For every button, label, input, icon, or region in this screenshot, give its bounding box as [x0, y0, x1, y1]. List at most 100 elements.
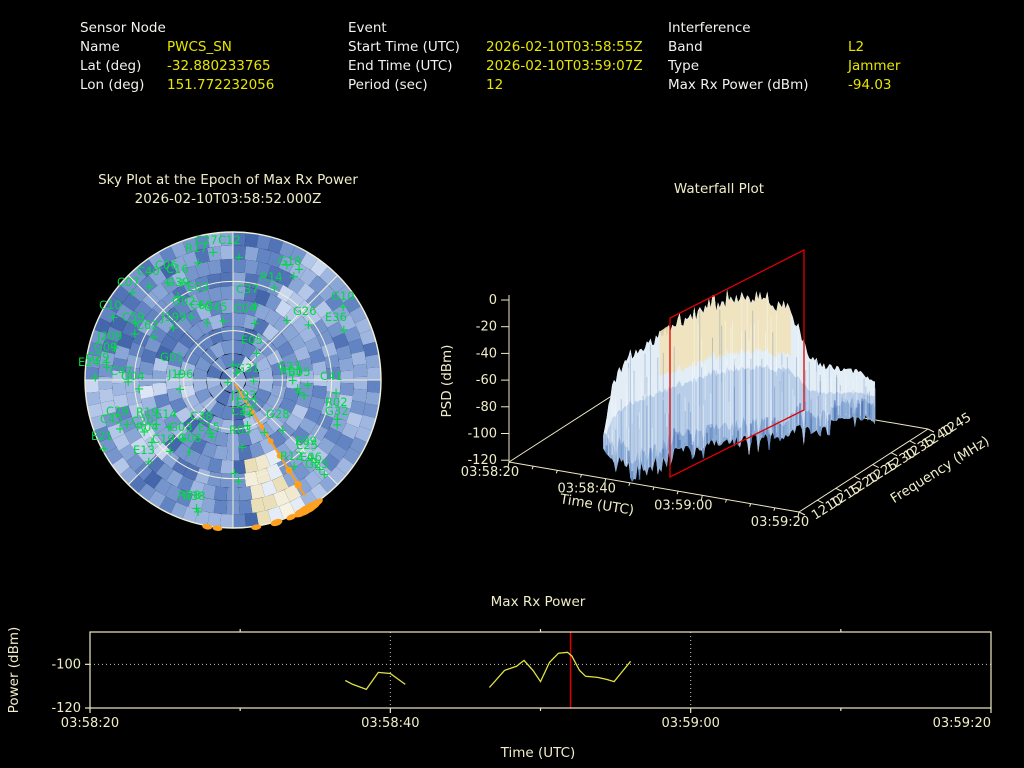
sky-cell: [348, 338, 365, 354]
sky-cell: [338, 357, 354, 372]
sky-cell: [137, 423, 156, 442]
sky-cell: [133, 300, 152, 319]
power-x-tick-label: 03:58:40: [361, 716, 419, 731]
sky-cell: [310, 318, 329, 337]
sky-cell: [173, 442, 192, 461]
sky-cell: [267, 506, 284, 523]
sky-cell: [233, 405, 246, 421]
satellite-marker: +: [205, 427, 216, 442]
sky-cell: [219, 380, 233, 390]
sky-cell: [210, 356, 227, 373]
track-dot: [276, 452, 283, 459]
satellite-marker: +: [259, 425, 270, 440]
surface-upper: [603, 289, 875, 443]
event-end-label: End Time (UTC): [348, 58, 453, 74]
sky-cell: [303, 433, 322, 452]
sky-cell: [253, 317, 270, 335]
sky-cell: [207, 457, 223, 474]
sky-cell: [233, 514, 246, 528]
sky-cell: [144, 336, 162, 353]
sky-cell: [194, 509, 210, 526]
sensor-lon-value: 151.772232056: [167, 77, 275, 93]
sky-cell: [261, 480, 278, 497]
sky-cell: [182, 237, 199, 254]
sky-cell: [207, 327, 224, 345]
sky-cell: [256, 247, 272, 264]
sky-cell: [254, 356, 272, 372]
sky-cell: [194, 388, 212, 404]
sky-cell: [184, 293, 201, 312]
sky-cell: [139, 360, 154, 375]
satellite-label: R02: [325, 395, 348, 409]
satellite-marker: +: [244, 407, 255, 422]
sky-cell: [93, 317, 112, 334]
sky-cell: [354, 317, 373, 334]
sky-cell: [213, 499, 228, 515]
sky-cell: [291, 426, 310, 445]
sky-cell: [303, 308, 322, 327]
rim-mark: [314, 498, 323, 506]
sensor-lat-label: Lat (deg): [80, 58, 142, 74]
frequency-tick: [909, 440, 916, 445]
sky-grid: [84, 231, 382, 529]
interference-type-value: Jammer: [848, 58, 901, 74]
sky-cell: [365, 354, 381, 369]
sky-cell: [244, 471, 259, 487]
sky-cell: [201, 483, 216, 500]
sky-cell: [177, 475, 194, 493]
interference-power-label: Max Rx Power (dBm): [668, 77, 809, 93]
sky-cell: [141, 291, 160, 310]
sky-cell: [259, 436, 277, 455]
sky-cell: [248, 427, 264, 445]
sky-cell: [312, 385, 327, 400]
satellite-marker: +: [292, 382, 303, 397]
sky-cell: [179, 360, 196, 376]
sky-cell: [220, 272, 233, 287]
sky-cell: [336, 345, 352, 361]
sky-cell: [90, 329, 107, 346]
sky-cell: [367, 367, 381, 380]
interference-title: Interference: [668, 20, 751, 36]
sky-cell: [111, 382, 127, 397]
satellite-marker: +: [177, 432, 188, 447]
satellite-label: C47: [110, 364, 133, 378]
time-tick: [749, 503, 752, 507]
time-tick: [628, 482, 631, 486]
sky-cell: [166, 469, 184, 488]
sky-cell: [219, 370, 233, 380]
sky-cell: [124, 427, 142, 445]
satellite-label: E21: [91, 429, 113, 443]
sky-cell: [332, 332, 349, 349]
sky-cell: [170, 501, 187, 520]
sky-cell: [250, 483, 265, 500]
sky-cell: [220, 258, 233, 273]
satellite-marker: +: [129, 327, 140, 342]
sky-cell: [249, 441, 265, 459]
sky-cell: [130, 437, 149, 455]
satellite-label: G31: [236, 361, 260, 375]
sky-cell: [194, 261, 211, 278]
sky-cell: [233, 370, 247, 380]
sky-cell: [144, 433, 163, 452]
sky-cell: [325, 293, 344, 312]
psd-tick-label: 0: [489, 293, 497, 308]
sky-cell: [233, 353, 246, 369]
sky-cell: [220, 353, 233, 369]
satellite-marker: +: [184, 445, 195, 460]
event-red-plane: [669, 248, 805, 479]
sensor-lon-label: Lon (deg): [80, 77, 145, 93]
sky-cell: [173, 299, 192, 318]
sky-cell: [233, 299, 246, 314]
sky-cell: [184, 308, 202, 327]
sky-cell: [324, 354, 340, 369]
sky-cell: [279, 240, 296, 259]
sky-cell: [328, 275, 347, 294]
sky-cell: [304, 407, 322, 424]
sky-cell: [140, 348, 157, 364]
sensor-name-value: PWCS_SN: [167, 39, 232, 55]
interference-type-label: Type: [668, 58, 700, 74]
satellite-marker: +: [109, 341, 120, 356]
sky-cell: [238, 431, 252, 447]
sky-cell: [143, 470, 162, 489]
satellite-label: C06: [155, 258, 178, 272]
